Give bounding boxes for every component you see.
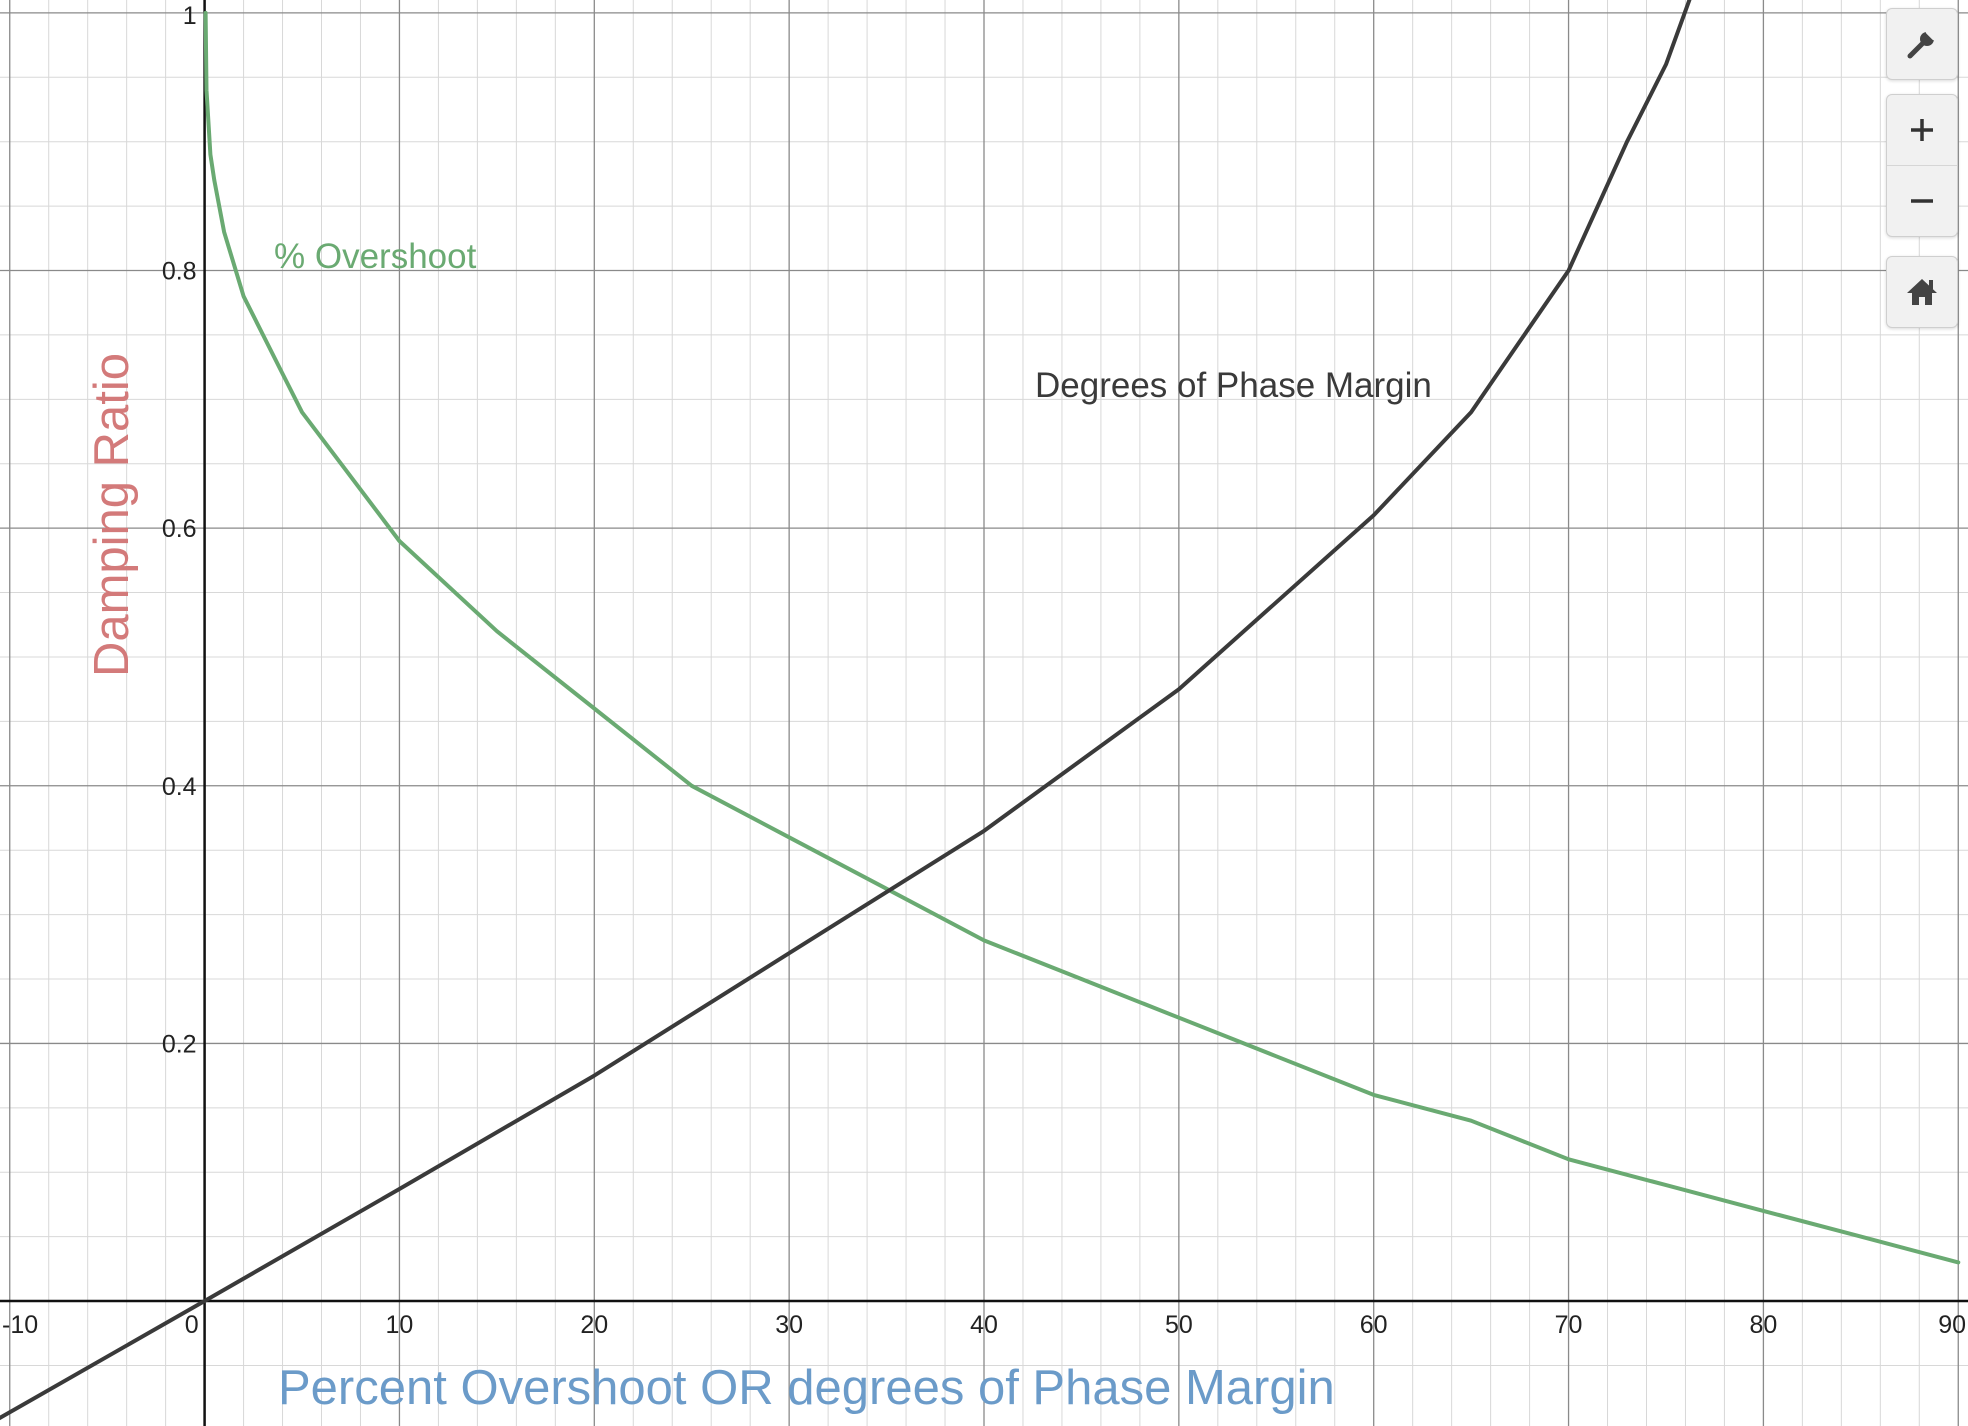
phase-margin-curve xyxy=(0,0,1692,1421)
x-tick-label: 10 xyxy=(386,1311,414,1339)
phase-margin-curve-label: Degrees of Phase Margin xyxy=(1035,366,1432,405)
settings-toolbar xyxy=(1886,8,1958,80)
x-tick-label: 60 xyxy=(1360,1311,1388,1339)
x-tick-label: 50 xyxy=(1165,1311,1193,1339)
zoom-toolbar xyxy=(1886,94,1958,237)
zoom-out-button[interactable] xyxy=(1887,165,1957,236)
wrench-icon xyxy=(1906,28,1938,60)
y-tick-label: 0.2 xyxy=(162,1030,197,1058)
x-tick-label: 80 xyxy=(1749,1311,1777,1339)
minus-icon xyxy=(1908,187,1936,215)
y-tick-label: 0.8 xyxy=(162,258,197,286)
x-tick-label: 0 xyxy=(185,1311,199,1339)
x-tick-label: 90 xyxy=(1938,1311,1966,1339)
home-toolbar xyxy=(1886,256,1958,328)
plus-icon xyxy=(1908,116,1936,144)
home-icon xyxy=(1906,277,1938,307)
zoom-in-button[interactable] xyxy=(1887,95,1957,165)
y-axis-title: Damping Ratio xyxy=(85,353,139,677)
y-tick-label: 1 xyxy=(183,2,197,30)
x-axis-title: Percent Overshoot OR degrees of Phase Ma… xyxy=(278,1361,1335,1415)
x-tick-label: 20 xyxy=(580,1311,608,1339)
graph-settings-button[interactable] xyxy=(1887,9,1957,79)
y-tick-label: 0.6 xyxy=(162,515,197,543)
y-tick-label: 0.4 xyxy=(162,773,197,801)
overshoot-curve xyxy=(203,10,1961,1265)
x-tick-label: 30 xyxy=(775,1311,803,1339)
default-viewport-button[interactable] xyxy=(1887,257,1957,327)
x-tick-label: 70 xyxy=(1555,1311,1583,1339)
tick-labels: -10 0 10 20 30 40 50 60 70 80 90 0.2 0.4 0.6 0.8 1 xyxy=(2,2,1966,1339)
x-tick-label: 40 xyxy=(970,1311,998,1339)
x-tick-label: -10 xyxy=(2,1311,38,1339)
overshoot-curve-label: % Overshoot xyxy=(274,237,477,276)
